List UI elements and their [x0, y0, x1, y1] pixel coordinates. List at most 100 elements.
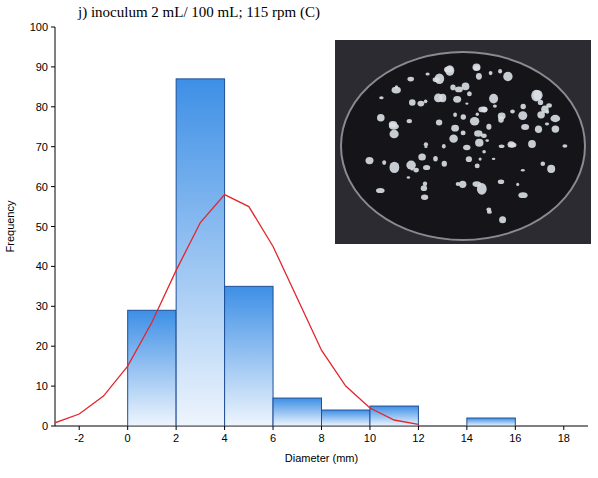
y-tick: [51, 346, 55, 347]
histogram-bar: [418, 426, 466, 427]
pellet: [562, 144, 567, 148]
pellet: [518, 111, 527, 120]
y-tick: [51, 306, 55, 307]
x-tick-label: 2: [173, 432, 179, 444]
y-tick: [51, 146, 55, 147]
pellet: [531, 90, 541, 102]
pellet: [461, 114, 466, 119]
pellet: [423, 165, 430, 170]
pellet: [507, 141, 514, 147]
pellet: [451, 125, 459, 132]
pellet: [486, 208, 491, 212]
pellet: [411, 169, 414, 171]
x-tick-label: 10: [364, 432, 376, 444]
y-tick: [51, 27, 55, 28]
x-tick: [321, 426, 322, 430]
pellet: [377, 114, 385, 122]
pellet: [551, 115, 561, 122]
y-tick-label: 0: [42, 420, 48, 432]
x-tick: [127, 426, 128, 430]
pellet: [424, 146, 427, 148]
x-tick-label: 0: [125, 432, 131, 444]
pellet: [478, 107, 487, 113]
pellet: [433, 77, 440, 82]
pellet: [418, 101, 425, 107]
x-tick: [176, 426, 177, 430]
y-tick-label: 30: [36, 300, 48, 312]
pellet: [424, 99, 428, 103]
x-tick: [563, 426, 564, 430]
x-tick-label: 18: [558, 432, 570, 444]
pellet: [541, 162, 546, 166]
y-tick-label: 60: [36, 181, 48, 193]
pellet: [467, 91, 472, 96]
pellet: [503, 72, 512, 81]
pellet: [423, 182, 427, 186]
y-tick-label: 80: [36, 101, 48, 113]
pellet: [436, 119, 442, 125]
chart: j) inoculum 2 mL/ 100 mL; 115 rpm (C) 0 10…: [0, 0, 598, 478]
pellet: [450, 85, 455, 91]
pellet: [439, 94, 446, 103]
pellet: [390, 130, 399, 139]
pellet: [407, 176, 410, 179]
histogram-bar: [273, 398, 321, 426]
x-tick: [418, 426, 419, 430]
pellet: [409, 99, 416, 106]
pellet: [418, 153, 426, 160]
pellet: [486, 124, 491, 130]
histogram-bar: [322, 410, 370, 426]
pellet: [552, 126, 560, 133]
pellet: [535, 126, 542, 134]
pellet: [426, 73, 430, 76]
y-tick: [51, 226, 55, 227]
pellet: [489, 94, 498, 104]
pellet: [421, 185, 427, 191]
pellet: [498, 69, 502, 74]
pellet: [528, 140, 536, 148]
title: j) inoculum 2 mL/ 100 mL; 115 rpm (C): [77, 4, 320, 21]
x-tick-label: -2: [74, 432, 84, 444]
x-tick-label: 12: [412, 432, 424, 444]
pellet: [516, 183, 519, 186]
pellet: [449, 135, 458, 143]
pellet: [470, 117, 479, 125]
pellet: [442, 161, 447, 167]
y-tick: [51, 106, 55, 107]
histogram-bar: [176, 79, 224, 426]
pellet: [392, 87, 401, 94]
pellet: [433, 156, 438, 161]
pellet: [413, 168, 419, 173]
x-tick: [515, 426, 516, 430]
histogram-bar: [225, 286, 273, 426]
histogram-bar: [467, 418, 515, 426]
inset-photo: [335, 40, 591, 244]
pellet: [489, 71, 493, 75]
pellet: [453, 96, 461, 103]
pellet: [466, 156, 472, 162]
pellet: [455, 87, 463, 93]
pellet: [476, 73, 482, 80]
pellet: [442, 144, 446, 148]
x-tick-label: 8: [318, 432, 324, 444]
pellet: [498, 180, 504, 185]
pellet: [407, 119, 412, 123]
y-tick-label: 40: [36, 260, 48, 272]
pellet: [376, 188, 385, 193]
x-tick: [466, 426, 467, 430]
y-tick: [51, 426, 55, 427]
pellet: [407, 77, 414, 82]
y-tick-label: 70: [36, 141, 48, 153]
pellet: [547, 165, 555, 173]
pellet: [476, 113, 479, 117]
pellet: [389, 123, 399, 129]
y-tick-label: 10: [36, 380, 48, 392]
pellet: [379, 96, 383, 99]
y-axis-title: Frequency: [4, 200, 16, 252]
y-tick-label: 20: [36, 340, 48, 352]
pellet: [521, 104, 526, 109]
pellet: [390, 162, 400, 173]
x-tick: [369, 426, 370, 430]
pellet: [479, 157, 482, 160]
pellet: [459, 181, 466, 188]
